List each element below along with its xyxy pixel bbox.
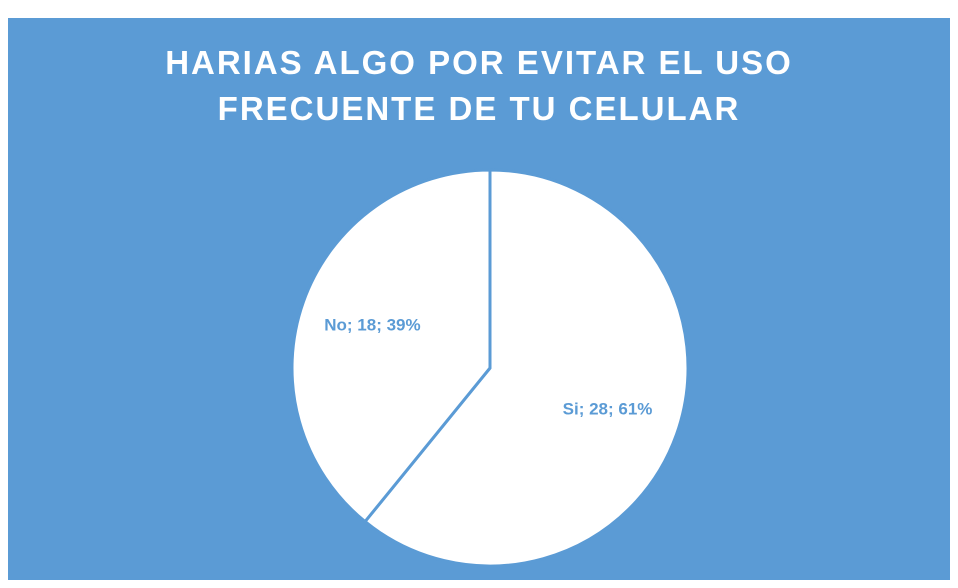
pie-slice (290, 168, 492, 524)
pie-slice (363, 168, 690, 568)
chart-title: HARIAS ALGO POR EVITAR EL USO FRECUENTE … (165, 44, 793, 127)
data-label: Si; 28; 61% (563, 399, 653, 418)
data-label: No; 18; 39% (324, 316, 420, 335)
